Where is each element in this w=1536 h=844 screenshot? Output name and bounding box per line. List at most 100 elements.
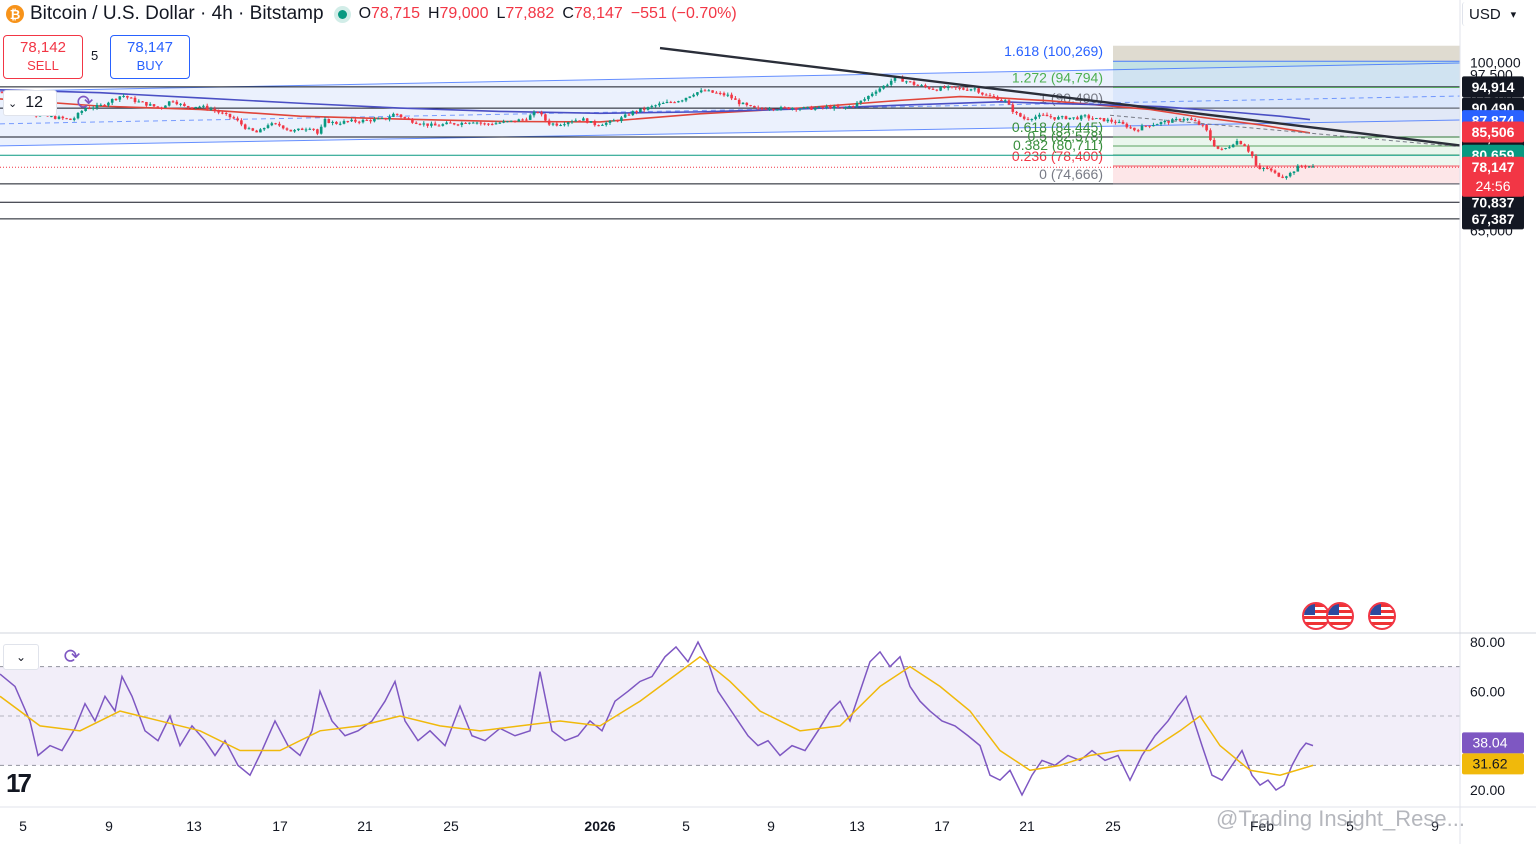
refresh-icon[interactable]: ⟳ xyxy=(76,91,94,114)
candle-body xyxy=(692,94,695,97)
price-badge-bg xyxy=(1462,191,1524,213)
candle xyxy=(863,97,866,102)
candle-body xyxy=(293,130,296,132)
candle xyxy=(380,117,384,119)
candle xyxy=(464,122,467,124)
candle-body xyxy=(1144,125,1148,127)
candle-body xyxy=(490,124,494,126)
candle xyxy=(354,118,357,124)
candle-body xyxy=(874,91,878,94)
candle xyxy=(243,123,247,130)
candle xyxy=(908,81,912,83)
candle-body xyxy=(479,122,483,124)
indicators-toggle[interactable]: ⌄ 12 xyxy=(3,90,57,116)
candle xyxy=(297,128,300,132)
candle-body xyxy=(160,107,163,109)
candle xyxy=(316,128,319,136)
low-value: 77,882 xyxy=(505,5,555,22)
candle xyxy=(612,118,616,122)
candle-body xyxy=(859,100,863,103)
candle-body xyxy=(1022,116,1026,119)
candle xyxy=(247,126,251,130)
candle-body xyxy=(730,94,733,99)
symbol-name[interactable]: Bitcoin / U.S. Dollar xyxy=(30,3,195,24)
candle-body xyxy=(1011,104,1015,112)
candle-body xyxy=(217,110,220,113)
candle-body xyxy=(1197,121,1201,125)
candle-body xyxy=(403,117,407,119)
candle xyxy=(1235,138,1239,146)
candle xyxy=(753,105,756,108)
candle xyxy=(266,123,270,129)
candle-body xyxy=(616,120,619,122)
candle-body xyxy=(331,121,334,123)
candle xyxy=(798,107,802,112)
candle-body xyxy=(555,123,559,126)
candle xyxy=(1285,175,1288,180)
candle-body xyxy=(984,94,988,96)
candle xyxy=(559,123,562,127)
candle-body xyxy=(749,105,752,107)
candle-body xyxy=(715,92,718,94)
candle xyxy=(217,109,220,115)
tradingview-logo: 17 xyxy=(6,768,32,798)
candle-body xyxy=(882,85,885,89)
candle-body xyxy=(787,107,790,110)
rsi-collapse-button[interactable]: ⌄ xyxy=(3,644,39,670)
candle xyxy=(764,107,768,110)
buy-button[interactable]: 78,147 BUY xyxy=(110,35,190,79)
us-flag-event-icon[interactable] xyxy=(1302,602,1330,630)
candle-body xyxy=(300,128,304,131)
candle-body xyxy=(1106,119,1110,122)
candle-body xyxy=(855,102,859,107)
candle xyxy=(84,107,87,112)
candle xyxy=(403,116,407,120)
candle xyxy=(1254,154,1258,168)
candle xyxy=(430,121,433,128)
candle xyxy=(494,121,498,125)
candle-body xyxy=(53,116,57,119)
candle-body xyxy=(536,112,540,114)
candle xyxy=(699,88,703,94)
candle-body xyxy=(1140,125,1144,131)
candle xyxy=(794,107,798,112)
candle xyxy=(61,115,65,121)
candle-body xyxy=(228,113,232,118)
candle xyxy=(1121,120,1125,125)
candle-body xyxy=(1102,118,1106,122)
candle xyxy=(122,93,125,98)
us-flag-event-icon[interactable] xyxy=(1368,602,1396,630)
exchange[interactable]: Bitstamp xyxy=(249,3,324,24)
candle xyxy=(570,119,574,124)
candle-body xyxy=(1266,167,1269,169)
candle-body xyxy=(745,102,749,106)
currency-selector[interactable]: USD ▾ xyxy=(1462,2,1536,26)
candle-body xyxy=(91,107,95,109)
candle-body xyxy=(209,108,213,110)
candle-body xyxy=(194,106,198,108)
time-tick-label: 9 xyxy=(1431,818,1439,834)
time-tick-label: 25 xyxy=(1105,818,1121,834)
candle-body xyxy=(585,118,589,123)
candle xyxy=(114,98,118,102)
refresh-icon[interactable]: ⟳ xyxy=(63,645,81,668)
candle-body xyxy=(680,100,684,102)
candle-body xyxy=(137,101,141,103)
candle-body xyxy=(369,120,372,122)
candle xyxy=(141,101,144,103)
interval[interactable]: 4h xyxy=(211,3,233,24)
candle-body xyxy=(509,120,513,122)
sell-button[interactable]: 78,142 SELL xyxy=(3,35,83,79)
time-tick-label: 9 xyxy=(105,818,113,834)
chevron-down-icon: ▾ xyxy=(1510,8,1517,21)
candle-body xyxy=(532,112,536,116)
candle-body xyxy=(0,92,4,94)
candle xyxy=(221,110,224,115)
us-flag-event-icon[interactable] xyxy=(1326,602,1354,630)
candle xyxy=(460,121,464,128)
candle-body xyxy=(908,81,912,83)
time-tick-label: 21 xyxy=(357,818,373,834)
candle-body xyxy=(950,86,954,88)
candle xyxy=(574,118,578,122)
